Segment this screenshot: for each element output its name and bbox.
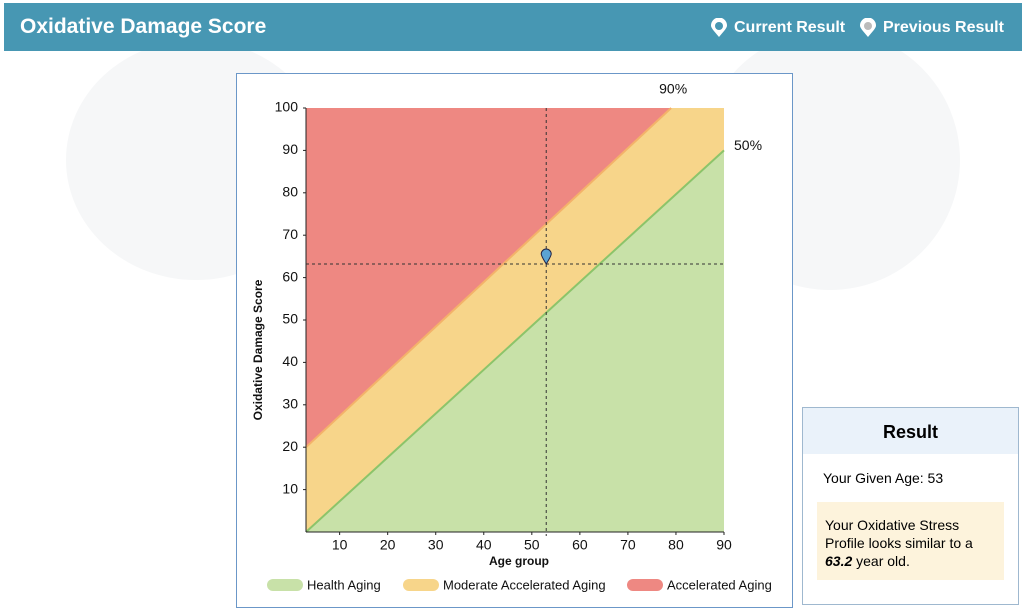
- x-tick-label: 10: [332, 537, 348, 553]
- current-marker: [540, 248, 552, 266]
- profile-text-b: year old.: [856, 553, 910, 569]
- y-tick-label: 100: [275, 99, 299, 115]
- zone-area: [306, 108, 724, 532]
- chart: 50% 90% 10 20 30 40 50 60 70 80 90 100 10 20 30 40 50 60 7…: [251, 81, 772, 593]
- result-card: Result Your Given Age: 53 Your Oxidative…: [802, 407, 1019, 605]
- header: Oxidative Damage Score Current Result Pr…: [4, 3, 1022, 51]
- legend-label: Previous Result: [883, 19, 1004, 36]
- given-age: Your Given Age: 53: [823, 470, 944, 486]
- legend-label: Health Aging: [307, 577, 381, 592]
- x-tick-label: 90: [716, 537, 732, 553]
- profile-value: 63.2: [825, 553, 853, 569]
- legend-swatch: [627, 579, 663, 591]
- y-tick-label: 30: [282, 396, 298, 412]
- profile-text: Your Oxidative Stress Profile looks simi…: [817, 502, 1004, 580]
- y-tick-label: 80: [282, 184, 298, 200]
- x-tick-label: 20: [380, 537, 396, 553]
- x-tick-label: 30: [428, 537, 444, 553]
- y-axis-label: Oxidative Damage Score: [251, 279, 265, 420]
- header-title: Oxidative Damage Score: [20, 15, 267, 38]
- legend-label: Moderate Accelerated Aging: [443, 577, 606, 592]
- boundary-line: [305, 149, 725, 533]
- x-tick-label: 70: [620, 537, 636, 553]
- y-tick-label: 50: [282, 311, 298, 327]
- boundary-label: 90%: [659, 81, 687, 97]
- chart-card: 50% 90% 10 20 30 40 50 60 70 80 90 100 10 20 30 40 50 60 7…: [236, 73, 793, 608]
- legend-label: Accelerated Aging: [667, 577, 772, 592]
- result-title: Result: [803, 408, 1018, 454]
- pin-icon: [711, 18, 727, 37]
- legend-label: Current Result: [734, 19, 846, 36]
- profile-text-a: Your Oxidative Stress Profile looks simi…: [825, 517, 973, 551]
- x-axis-label: Age group: [489, 554, 549, 568]
- y-tick-label: 10: [282, 480, 298, 496]
- y-tick-label: 20: [282, 438, 298, 454]
- y-tick-label: 70: [282, 226, 298, 242]
- x-tick-label: 80: [668, 537, 684, 553]
- legend-swatch: [267, 579, 303, 591]
- legend-swatch: [403, 579, 439, 591]
- boundary-line: [305, 107, 672, 448]
- y-tick-label: 40: [282, 353, 298, 369]
- legend-previous: Previous Result: [859, 18, 1004, 38]
- boundary-label: 50%: [734, 137, 762, 153]
- y-tick-label: 60: [282, 268, 298, 284]
- x-tick-label: 60: [572, 537, 588, 553]
- pin-icon: [860, 18, 876, 37]
- y-tick-label: 90: [282, 141, 298, 157]
- legend-current: Current Result: [710, 18, 845, 38]
- x-tick-label: 40: [476, 537, 492, 553]
- x-tick-label: 50: [524, 537, 540, 553]
